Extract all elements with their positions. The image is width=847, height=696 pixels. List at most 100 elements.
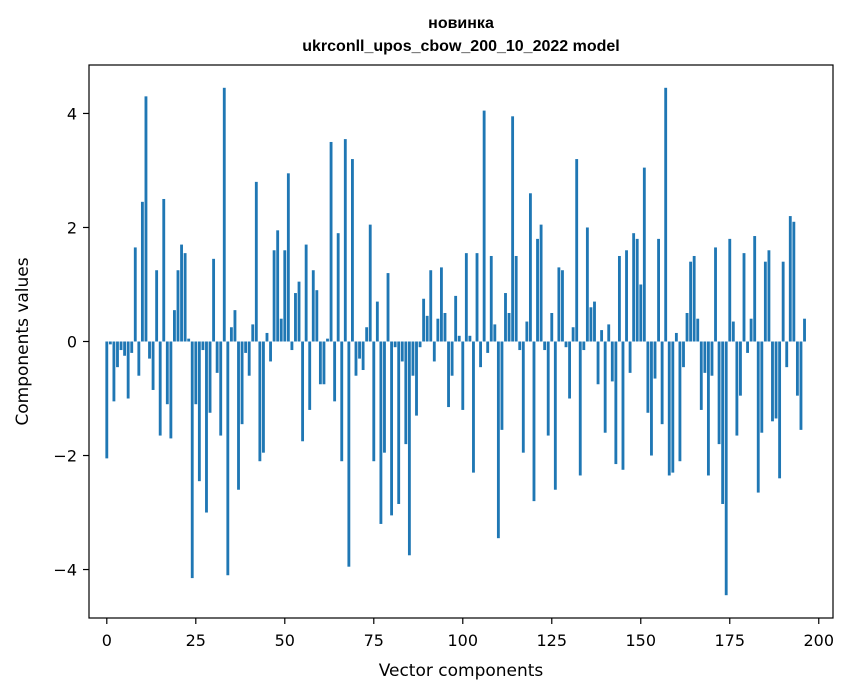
bar-192	[788, 216, 792, 342]
bar-139	[600, 330, 604, 342]
bar-191	[785, 341, 789, 368]
bar-74	[368, 224, 372, 342]
bar-86	[411, 341, 415, 376]
bar-146	[625, 250, 628, 342]
bar-3	[116, 341, 119, 368]
bar-48	[276, 230, 280, 342]
bar-66	[340, 341, 344, 462]
bar-187	[771, 341, 774, 422]
bar-186	[767, 250, 771, 342]
bar-103	[472, 341, 475, 473]
bar-71	[358, 341, 361, 359]
bar-59	[315, 290, 319, 342]
bar-93	[436, 318, 440, 342]
bar-97	[450, 341, 454, 376]
bar-174	[724, 341, 728, 596]
bar-148	[632, 233, 636, 342]
bar-29	[208, 341, 212, 413]
bar-96	[447, 341, 450, 408]
bar-51	[286, 173, 290, 342]
bar-194	[795, 341, 799, 396]
bar-132	[575, 159, 579, 342]
bar-83	[400, 341, 404, 362]
bar-175	[728, 238, 732, 342]
bar-64	[333, 341, 337, 402]
bar-87	[415, 341, 418, 416]
bar-24	[190, 341, 194, 579]
bar-44	[262, 341, 265, 453]
bar-115	[514, 255, 518, 342]
bar-31	[215, 341, 219, 373]
bar-58	[311, 270, 315, 342]
bar-121	[536, 238, 539, 342]
bar-55	[301, 341, 305, 442]
bar-88	[418, 341, 422, 348]
bar-2	[112, 341, 116, 402]
bar-106	[482, 110, 486, 342]
bars-group	[105, 87, 806, 596]
bar-49	[279, 318, 283, 342]
bar-111	[500, 341, 504, 430]
bar-151	[642, 167, 646, 342]
bar-125	[550, 312, 554, 342]
bar-36	[233, 310, 237, 342]
bar-81	[393, 341, 397, 348]
bar-62	[326, 338, 329, 342]
bar-20	[176, 270, 180, 342]
bar-101	[464, 253, 468, 342]
bar-33	[222, 87, 226, 342]
bar-131	[571, 327, 575, 342]
bar-182	[753, 236, 757, 342]
bar-92	[432, 341, 436, 362]
bar-85	[407, 341, 411, 556]
bar-135	[585, 227, 589, 342]
bar-157	[664, 87, 668, 342]
bar-171	[714, 247, 717, 342]
bar-63	[329, 141, 333, 342]
bar-104	[475, 253, 479, 342]
y-tick-label: −4	[53, 561, 77, 580]
bar-162	[682, 341, 685, 368]
bar-122	[539, 224, 543, 342]
bar-0	[105, 341, 109, 459]
bar-28	[205, 341, 208, 513]
bar-170	[710, 341, 714, 376]
x-tick-label: 25	[186, 631, 206, 650]
bar-149	[635, 238, 639, 342]
x-tick-label: 100	[448, 631, 479, 650]
bar-102	[468, 335, 472, 342]
bar-158	[667, 341, 671, 476]
bar-109	[493, 324, 497, 342]
bar-183	[756, 341, 760, 493]
bar-8	[133, 247, 137, 342]
y-tick-label: 0	[67, 333, 77, 352]
bar-159	[671, 341, 675, 473]
bar-4	[119, 341, 123, 351]
bar-126	[553, 341, 557, 490]
bar-166	[696, 318, 700, 342]
bar-41	[251, 324, 255, 342]
bar-112	[504, 293, 507, 342]
bar-153	[650, 341, 653, 456]
bar-137	[593, 301, 596, 342]
bar-35	[229, 327, 233, 342]
bar-43	[258, 341, 262, 462]
bar-14	[155, 270, 159, 342]
bar-118	[525, 321, 529, 342]
bar-142	[610, 341, 614, 382]
bar-72	[361, 341, 365, 371]
bar-25	[194, 341, 198, 405]
bar-160	[674, 332, 678, 342]
bar-98	[454, 295, 458, 342]
bar-26	[197, 341, 201, 482]
bar-184	[760, 341, 764, 433]
bar-38	[240, 341, 244, 425]
bar-150	[639, 284, 643, 342]
bar-188	[774, 341, 778, 419]
bar-196	[803, 318, 806, 342]
bar-163	[685, 312, 689, 342]
bar-84	[404, 341, 408, 445]
chart-title: новинка	[428, 15, 494, 32]
bar-16	[162, 198, 166, 342]
bar-133	[578, 341, 582, 476]
